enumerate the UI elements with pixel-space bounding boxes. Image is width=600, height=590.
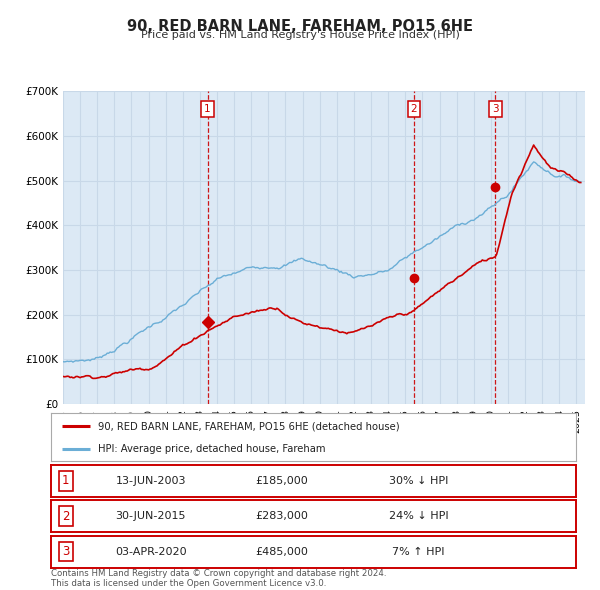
Text: Price paid vs. HM Land Registry's House Price Index (HPI): Price paid vs. HM Land Registry's House … <box>140 30 460 40</box>
Text: 7% ↑ HPI: 7% ↑ HPI <box>392 547 445 556</box>
Text: 2: 2 <box>62 510 70 523</box>
Text: Contains HM Land Registry data © Crown copyright and database right 2024.
This d: Contains HM Land Registry data © Crown c… <box>51 569 386 588</box>
Text: 90, RED BARN LANE, FAREHAM, PO15 6HE (detached house): 90, RED BARN LANE, FAREHAM, PO15 6HE (de… <box>98 421 400 431</box>
Text: 24% ↓ HPI: 24% ↓ HPI <box>389 512 448 521</box>
Text: £185,000: £185,000 <box>256 476 308 486</box>
Text: 30% ↓ HPI: 30% ↓ HPI <box>389 476 448 486</box>
Text: 90, RED BARN LANE, FAREHAM, PO15 6HE: 90, RED BARN LANE, FAREHAM, PO15 6HE <box>127 19 473 34</box>
Text: £485,000: £485,000 <box>256 547 308 556</box>
Text: 3: 3 <box>492 104 499 114</box>
Text: 30-JUN-2015: 30-JUN-2015 <box>115 512 186 521</box>
Text: £283,000: £283,000 <box>256 512 308 521</box>
Text: 03-APR-2020: 03-APR-2020 <box>115 547 187 556</box>
Text: 1: 1 <box>62 474 70 487</box>
Text: 2: 2 <box>410 104 417 114</box>
Text: 1: 1 <box>205 104 211 114</box>
Text: 3: 3 <box>62 545 70 558</box>
Text: 13-JUN-2003: 13-JUN-2003 <box>115 476 186 486</box>
Text: HPI: Average price, detached house, Fareham: HPI: Average price, detached house, Fare… <box>98 444 326 454</box>
